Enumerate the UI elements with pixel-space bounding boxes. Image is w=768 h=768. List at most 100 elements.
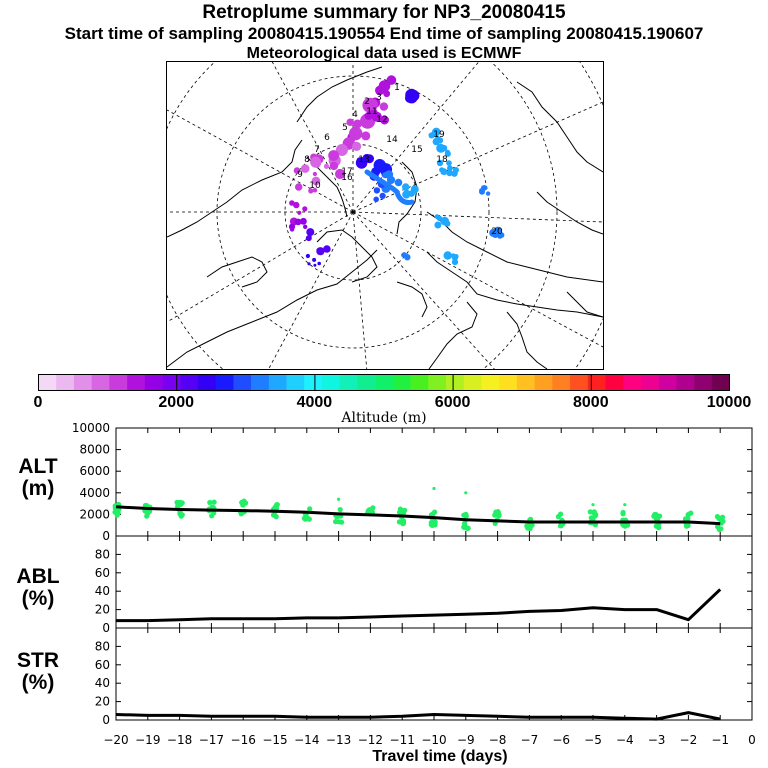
- trajectory-point: [436, 159, 444, 167]
- trajectory-point: [306, 228, 315, 237]
- x-tick-label: −5: [584, 733, 602, 747]
- altitude-point: [370, 505, 376, 511]
- trajectory-point: [378, 80, 391, 92]
- colorbar-cell: [73, 374, 92, 391]
- altitude-point: [239, 499, 245, 506]
- meteorological-data-line: Meteorological data used is ECMWF: [246, 45, 522, 62]
- abl-series-line: [116, 588, 722, 623]
- colorbar-cell: [162, 374, 181, 391]
- trajectory-point: [328, 150, 339, 161]
- trajectory-point: [365, 154, 374, 164]
- trajectory-day-label: 6: [324, 133, 330, 143]
- trajectory-point: [436, 215, 443, 221]
- altitude-point: [400, 521, 406, 527]
- y-tick-label: 80: [95, 547, 110, 561]
- trajectory-point: [444, 149, 451, 155]
- x-tick-label: −13: [326, 733, 351, 747]
- trajectory-point: [356, 157, 363, 164]
- trajectory-point: [371, 111, 382, 122]
- colorbar-cell: [463, 374, 482, 391]
- colorbar-tick-label: 2000: [158, 394, 194, 411]
- y-tick-label: 40: [95, 584, 110, 598]
- y-tick-label: 80: [95, 639, 110, 653]
- str-series-line: [115, 711, 721, 721]
- trajectory-point: [443, 251, 452, 260]
- colorbar-cell: [392, 374, 411, 391]
- trajectory-point: [305, 235, 312, 242]
- altitude-point: [339, 519, 345, 525]
- x-tick-label: −9: [457, 733, 475, 747]
- trajectory-point: [289, 227, 295, 232]
- coastlines: [167, 66, 603, 369]
- colorbar-cell: [446, 374, 465, 391]
- trajectory-point: [293, 201, 300, 209]
- trajectory-point: [302, 206, 308, 212]
- altitude-point: [591, 509, 597, 515]
- altitude-outlier: [591, 503, 595, 507]
- trajectory-point: [303, 224, 308, 229]
- trajectory-point: [405, 93, 415, 103]
- trajectory-point: [312, 171, 317, 177]
- x-tick-label: −8: [489, 733, 507, 747]
- altitude-point: [685, 522, 691, 529]
- trajectory-point: [402, 190, 411, 199]
- alt-series-line: [115, 505, 721, 526]
- x-tick-label: −2: [680, 733, 698, 747]
- colorbar-cell: [197, 374, 216, 391]
- x-tick-label: −3: [648, 733, 666, 747]
- colorbar-tick-label: 0: [33, 394, 43, 411]
- trajectory-day-label: 12: [376, 115, 387, 125]
- trajectory-point: [353, 119, 362, 129]
- altitude-point: [716, 526, 723, 533]
- trajectory-day-label: 7: [314, 145, 320, 155]
- x-tick-label: −16: [231, 733, 256, 747]
- trajectory-point: [336, 146, 345, 155]
- altitude-point: [686, 511, 692, 517]
- trajectory-point: [297, 210, 302, 215]
- altitude-point: [307, 506, 313, 512]
- trajectory-point: [317, 261, 321, 266]
- chart-title: Retroplume summary for NP3_20080415: [202, 2, 566, 23]
- altitude-point: [620, 511, 626, 517]
- colorbar-cell: [357, 374, 376, 391]
- trajectory-day-label: 11: [366, 107, 377, 117]
- trajectory-point: [440, 168, 448, 176]
- x-tick-label: 0: [748, 733, 756, 747]
- trajectory-point: [312, 187, 318, 193]
- alt-panel-label: ALT (m): [18, 455, 58, 500]
- altitude-point: [430, 511, 436, 517]
- altitude-point: [621, 523, 627, 529]
- y-tick-label: 0: [102, 713, 110, 727]
- y-tick-label: 40: [95, 676, 110, 690]
- trajectory-point: [295, 183, 303, 191]
- altitude-point: [144, 511, 151, 517]
- trajectory-day-label: 18: [436, 155, 448, 165]
- colorbar-cell: [640, 374, 659, 391]
- trajectory-point: [300, 164, 310, 173]
- trajectory-point: [454, 254, 459, 259]
- x-tick-label: −6: [552, 733, 570, 747]
- colorbar-tick-label: 8000: [573, 394, 609, 411]
- trajectory-points: [288, 75, 505, 267]
- trajectory-point: [307, 262, 311, 266]
- trajectory-point: [373, 187, 381, 194]
- trajectory-point: [446, 160, 452, 166]
- altitude-point: [304, 515, 311, 521]
- trajectory-point: [361, 131, 371, 141]
- altitude-point: [651, 513, 657, 519]
- panel-alt: 0 2000 4000 6000 8000 10000: [72, 421, 753, 543]
- trajectory-day-label: 2: [364, 97, 370, 107]
- trajectory-point: [402, 183, 410, 191]
- colorbar-cell: [233, 374, 252, 391]
- altitude-outlier: [337, 497, 341, 501]
- altitude-point: [682, 516, 689, 522]
- altitude-colorbar: [38, 374, 730, 391]
- trajectory-day-label: 9: [297, 170, 303, 180]
- colorbar-cell: [56, 374, 75, 391]
- trajectory-day-label: 20: [491, 227, 503, 237]
- altitude-point: [396, 509, 403, 515]
- colorbar-tick-label: 10000: [706, 394, 752, 411]
- trajectory-point: [394, 178, 403, 187]
- trajectory-point: [453, 167, 459, 173]
- altitude-point: [592, 513, 598, 519]
